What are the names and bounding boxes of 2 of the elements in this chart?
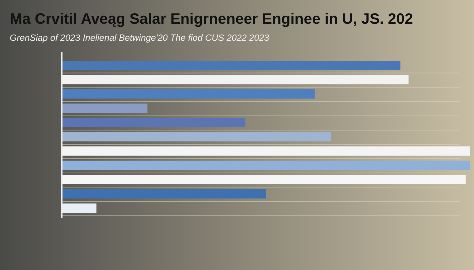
chart-subtitle: GrenSiap of 2023 Inelienal Betwinge'20 The fiod CUS 2022 2023 [10,33,270,43]
chart-title: Ma Crvitil Aveąg Salar Enigrneneer Enginee in U, JS. 202 [10,11,414,28]
